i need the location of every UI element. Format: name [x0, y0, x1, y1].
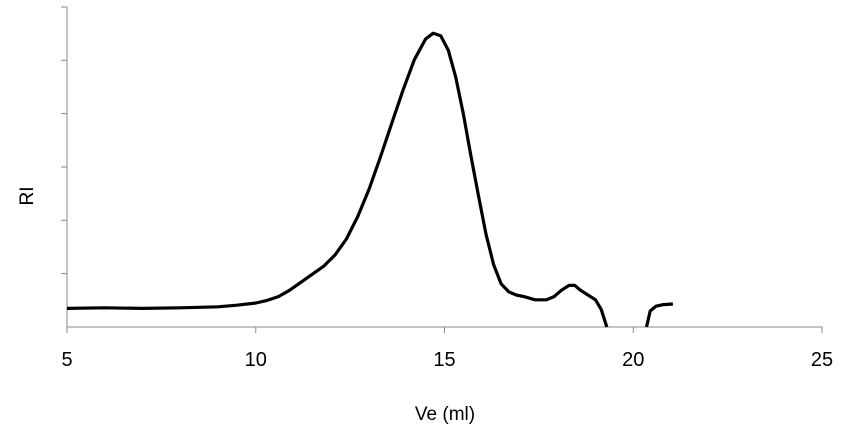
x-axis-title: Ve (ml) — [415, 404, 475, 425]
x-tick-label: 5 — [61, 349, 72, 371]
series-line — [644, 302, 674, 328]
x-tick-label: 15 — [433, 349, 455, 371]
plot-area: 5 10 15 20 25 — [61, 6, 833, 371]
series-line — [66, 31, 609, 328]
y-axis-title: RI — [17, 187, 38, 206]
x-tick-label: 20 — [622, 349, 644, 371]
x-tick-label: 25 — [811, 349, 833, 371]
x-tick-label: 10 — [245, 349, 267, 371]
